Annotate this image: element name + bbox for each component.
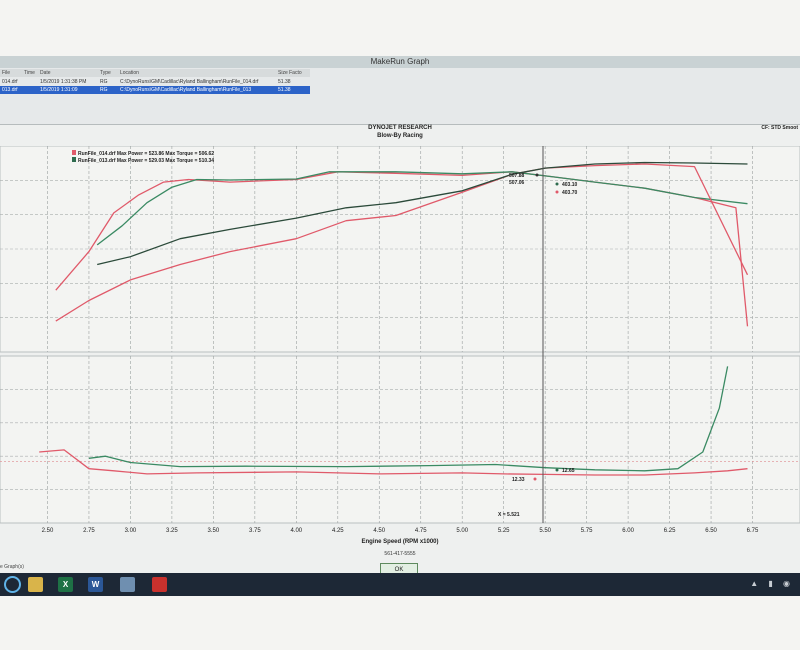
cursor-readout: X = 5.521: [498, 512, 520, 518]
file-name: 014.drf: [2, 79, 18, 85]
x-tick-label: 3.75: [249, 528, 261, 534]
file-type: RG: [100, 87, 108, 93]
col-location[interactable]: Location: [120, 70, 139, 76]
dynojet-app-icon[interactable]: [152, 577, 167, 592]
annotation-label: 403.70: [562, 190, 578, 196]
annotation-label: 507.88: [509, 173, 525, 179]
data-lines: [39, 161, 749, 476]
correction-factor: CF: STD Smoot: [761, 125, 798, 131]
x-tick-label: 6.25: [664, 528, 676, 534]
file-name: 013.drf: [2, 87, 18, 93]
value-annotations: 507.88 507.06 403.10 403.70 12.65 12.33 …: [498, 173, 578, 518]
annotation-label: 12.33: [512, 477, 525, 483]
annotation-label: 403.10: [562, 182, 578, 188]
series-line-power-runfile-014-drf: [55, 163, 749, 322]
marker-point: [555, 182, 559, 186]
window-title: MakeRun Graph: [0, 56, 800, 68]
x-tick-label: 6.75: [747, 528, 759, 534]
excel-icon[interactable]: X: [58, 577, 73, 592]
file-list-header: File Time Date Type Location Size Facto: [0, 69, 310, 77]
grid-lines: [0, 146, 800, 523]
col-date[interactable]: Date: [40, 70, 51, 76]
x-tick-label: 5.75: [581, 528, 593, 534]
file-date: 1/5/2019 1:31:09: [40, 87, 78, 93]
x-axis-title: Engine Speed (RPM x1000): [361, 539, 438, 545]
col-size[interactable]: Size Facto: [278, 70, 302, 76]
x-tick-label: 6.00: [622, 528, 634, 534]
legend-swatch: [72, 157, 76, 162]
series-line-lower-runfile-013-drf: [88, 366, 729, 472]
x-tick-label: 4.00: [290, 528, 302, 534]
marker-point: [535, 173, 539, 177]
series-line-power-runfile-013-drf: [97, 161, 748, 266]
x-tick-label: 6.50: [705, 528, 717, 534]
legend: RunFile_014.drf Max Power = 523.86 Max T…: [72, 150, 214, 164]
x-tick-label: 5.50: [539, 528, 551, 534]
annotation-label: 507.06: [509, 180, 525, 186]
legend-entry: RunFile_014.drf Max Power = 523.86 Max T…: [78, 151, 214, 157]
remote-desktop-icon[interactable]: [120, 577, 135, 592]
x-tick-label: 3.00: [125, 528, 137, 534]
legend-swatch: [72, 150, 76, 155]
x-tick-label: 2.50: [42, 528, 54, 534]
internet-explorer-icon[interactable]: [4, 576, 21, 593]
lower-plot-area: [0, 355, 800, 524]
file-date: 1/5/2019 1:31:38 PM: [40, 79, 87, 85]
col-file[interactable]: File: [2, 70, 11, 76]
file-explorer-icon[interactable]: [28, 577, 43, 592]
file-size: 51.38: [278, 87, 291, 93]
x-tick-label: 4.75: [415, 528, 427, 534]
series-line-lower-runfile-014-drf: [39, 449, 748, 476]
marker-point: [555, 190, 559, 194]
word-icon[interactable]: W: [88, 577, 103, 592]
legend-entry: RunFile_013.drf Max Power = 529.03 Max T…: [78, 158, 214, 164]
x-tick-label: 4.50: [373, 528, 385, 534]
marker-point: [555, 468, 559, 472]
dyno-graph[interactable]: RunFile_014.drf Max Power = 523.86 Max T…: [0, 146, 800, 564]
series-line-torque-runfile-013-drf: [96, 171, 748, 246]
status-text: e Graph(s): [0, 564, 24, 570]
file-row-selected[interactable]: 013.drf 1/5/2019 1:31:09 RG C:\DynoRuns\…: [0, 86, 310, 94]
x-axis-ticks: 2.50 2.75 3.00 3.25 3.50 3.75 4.00 4.25 4.50 4.75…: [42, 528, 759, 534]
dyno-application-window: MakeRun Graph File Time Date Type Locati…: [0, 56, 800, 596]
file-size: 51.38: [278, 79, 291, 85]
x-tick-label: 5.00: [456, 528, 468, 534]
x-tick-label: 5.25: [498, 528, 510, 534]
x-tick-label: 3.25: [166, 528, 178, 534]
windows-taskbar: X W ▲ ▮ ◉: [0, 573, 800, 596]
file-location: C:\DynoRuns\GM\Cadillac\Ryland Ballingha…: [120, 79, 259, 85]
file-row[interactable]: 014.drf 1/5/2019 1:31:38 PM RG C:\DynoRu…: [0, 78, 310, 86]
col-time[interactable]: Time: [24, 70, 35, 76]
col-type[interactable]: Type: [100, 70, 111, 76]
marker-point: [533, 477, 537, 481]
x-tick-label: 4.25: [332, 528, 344, 534]
run-file-list[interactable]: File Time Date Type Location Size Facto …: [0, 68, 800, 125]
x-tick-label: 3.50: [208, 528, 220, 534]
system-tray-icons: ▲ ▮ ◉: [750, 579, 794, 588]
file-location: C:\DynoRuns\GM\Cadillac\Ryland Ballingha…: [120, 87, 252, 93]
file-type: RG: [100, 79, 108, 85]
x-tick-label: 2.75: [83, 528, 95, 534]
plot-subtitle: Blow-By Racing: [377, 133, 423, 139]
company-name: DYNOJET RESEARCH: [368, 125, 432, 131]
annotation-label: 12.65: [562, 468, 575, 474]
phone-number: 561-417-5555: [384, 551, 415, 557]
